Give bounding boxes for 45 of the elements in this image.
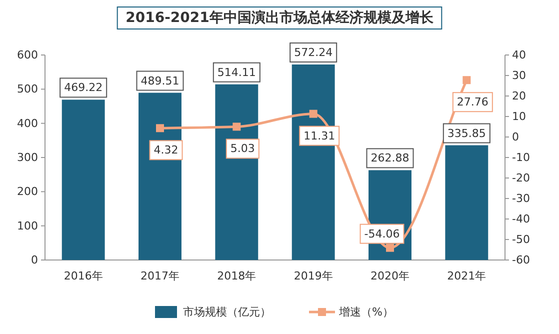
x-tick-label: 2019年	[294, 270, 333, 282]
data-label: 5.03	[230, 142, 255, 156]
point	[156, 124, 164, 132]
data-label: 514.11	[217, 66, 256, 79]
y2-tick-label: 30	[512, 69, 526, 82]
y-tick-label: 200	[17, 185, 38, 198]
y-tick-label: 0	[31, 254, 38, 266]
y-tick-label: 500	[17, 82, 38, 96]
y2-tick-label: 20	[512, 90, 526, 102]
data-label: 335.85	[447, 126, 486, 140]
y2-tick-label: -20	[512, 172, 530, 184]
y2-tick-label: -30	[512, 192, 530, 205]
x-tick-label: 2017年	[140, 270, 180, 282]
point	[386, 244, 394, 252]
x-tick-label: 2021年	[447, 270, 486, 282]
legend-label: 增速（%）	[338, 306, 394, 318]
point	[309, 110, 318, 118]
y-tick-label: 400	[17, 116, 38, 130]
point	[232, 122, 241, 131]
y2-tick-label: -50	[512, 233, 530, 246]
x-tick-label: 2020年	[370, 270, 410, 282]
y-tick-label: 600	[17, 48, 38, 62]
point	[462, 76, 471, 84]
legend-label: 市场规模（亿元）	[183, 306, 271, 318]
data-label: 489.51	[140, 74, 180, 88]
data-label: 469.22	[64, 81, 103, 94]
y2-tick-label: 10	[512, 110, 526, 123]
bar	[62, 100, 105, 260]
x-tick-label: 2018年	[217, 270, 256, 282]
data-label: 27.76	[456, 96, 488, 109]
y-tick-label: 100	[17, 219, 38, 232]
x-tick-label: 2016年	[64, 270, 103, 282]
bar	[445, 145, 488, 260]
data-label: 4.32	[154, 144, 178, 157]
data-label: -54.06	[364, 227, 400, 240]
y2-tick-label: -40	[512, 212, 530, 226]
data-label: 262.88	[370, 152, 410, 165]
y2-tick-label: -10	[512, 151, 530, 164]
y2-tick-label: -60	[512, 254, 530, 266]
y2-tick-label: 0	[512, 130, 519, 144]
data-label: 572.24	[294, 46, 333, 59]
y-tick-label: 300	[17, 151, 38, 164]
chart-title: 2016-2021年中国演出市场总体经济规模及增长	[126, 9, 434, 26]
y2-tick-label: 40	[512, 48, 526, 62]
data-label: 11.31	[304, 129, 336, 142]
